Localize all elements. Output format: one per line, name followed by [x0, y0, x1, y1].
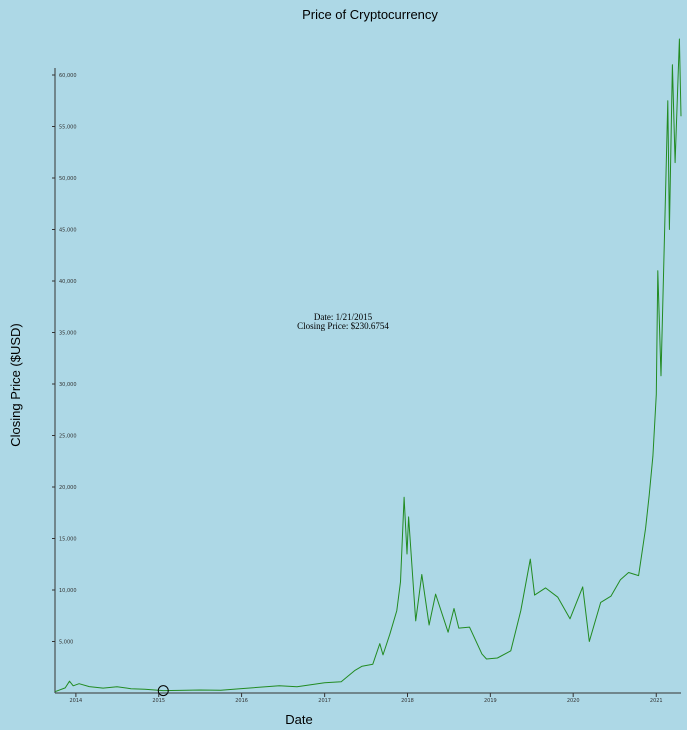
y-axis-label: Closing Price ($USD)	[8, 323, 23, 447]
x-tick-label: 2019	[484, 698, 497, 704]
y-tick-label: 55,000	[59, 125, 77, 131]
x-tick-label: 2021	[650, 698, 663, 704]
x-axis: 2014 2015 2016 2017 2018 2019 2020 2021	[55, 692, 681, 704]
y-tick-label: 50,000	[59, 176, 77, 182]
y-tick-label: 45,000	[59, 228, 77, 234]
series-layer	[54, 38, 682, 693]
x-tick-label: 2018	[401, 698, 414, 704]
x-tick-label: 2020	[567, 698, 580, 704]
y-tick-label: 30,000	[59, 382, 77, 388]
x-tick-label: 2015	[152, 698, 165, 704]
y-tick-label: 60,000	[59, 73, 77, 79]
x-tick-label: 2014	[70, 698, 83, 704]
y-tick-label: 25,000	[59, 434, 77, 440]
y-tick-label: 5,000	[59, 640, 73, 646]
x-tick-label: 2016	[235, 698, 248, 704]
tooltip: Date: 1/21/2015 Closing Price: $230.6754	[157, 312, 389, 697]
tooltip-marker	[157, 685, 169, 697]
y-tick-label: 35,000	[59, 331, 77, 337]
x-axis-label: Date	[285, 712, 312, 727]
y-axis: 5,000 10,000 15,000 20,000 25,000 30,000 35,00…	[52, 68, 77, 693]
series-line	[54, 38, 682, 693]
y-tick-label: 20,000	[59, 485, 77, 491]
y-tick-label: 40,000	[59, 279, 77, 285]
chart-title: Price of Cryptocurrency	[302, 7, 438, 22]
tooltip-price-text: Closing Price: $230.6754	[297, 321, 389, 331]
tooltip-date-text: Date: 1/21/2015	[314, 312, 373, 322]
x-tick-label: 2017	[318, 698, 331, 704]
y-tick-label: 15,000	[59, 537, 77, 543]
y-tick-label: 10,000	[59, 588, 77, 594]
